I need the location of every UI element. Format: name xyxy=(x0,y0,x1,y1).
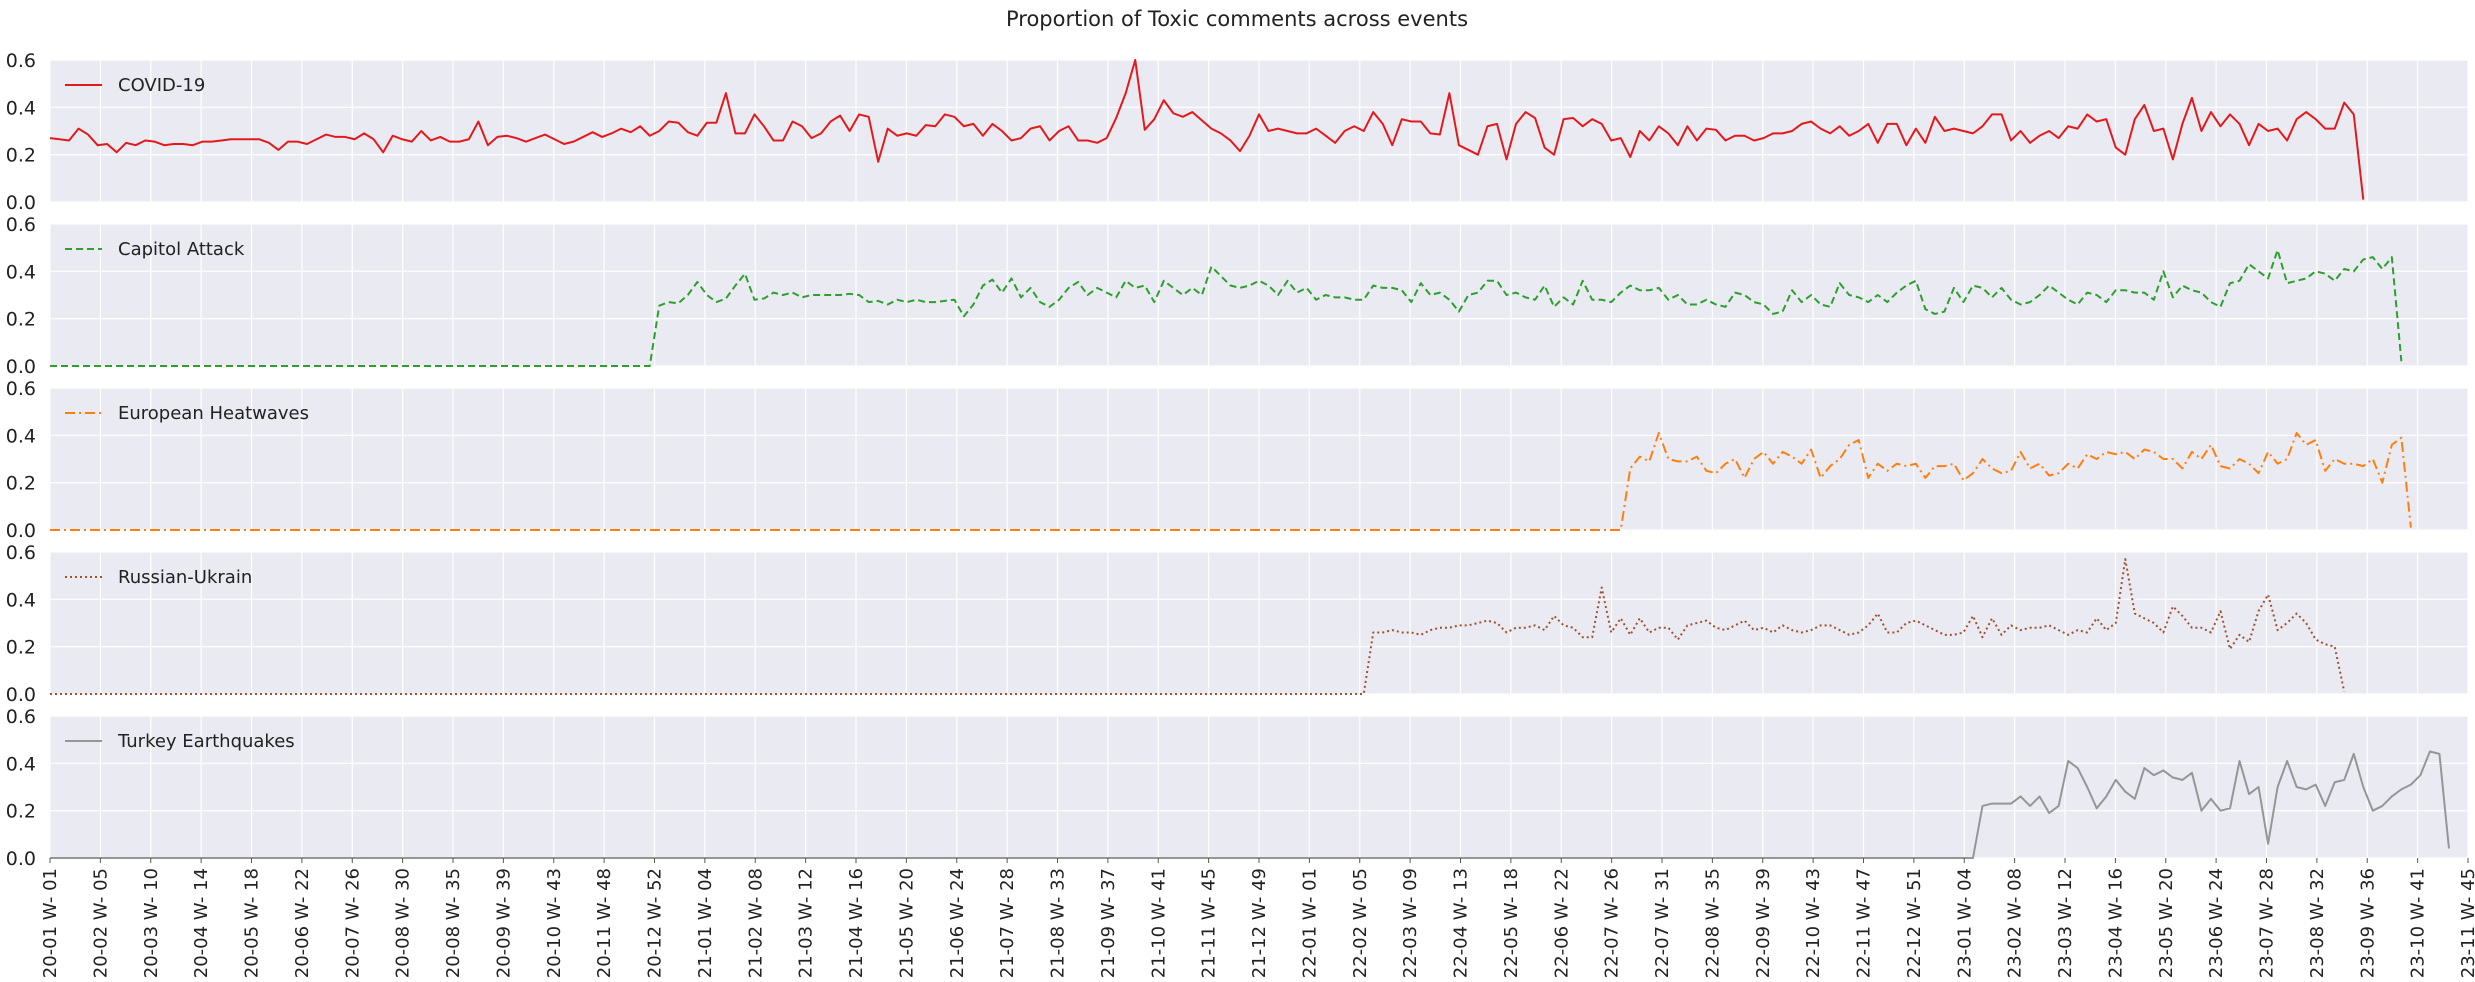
x-tick-label: 23-03 W- 12 xyxy=(2055,868,2076,978)
x-tick-label: 22-07 W- 31 xyxy=(1652,868,1673,978)
series-line xyxy=(50,431,2412,531)
y-tick-label: 0.0 xyxy=(6,356,36,378)
x-tick-label: 23-08 W- 32 xyxy=(2307,868,2328,978)
x-tick-label: 20-11 W- 48 xyxy=(594,868,615,978)
y-tick-label: 0.2 xyxy=(6,145,36,167)
x-tick-label: 20-06 W- 22 xyxy=(292,868,313,978)
x-tick-label: 23-01 W- 04 xyxy=(1954,868,1975,978)
legend-label: Capitol Attack xyxy=(118,239,245,260)
y-tick-label: 0.6 xyxy=(6,378,36,400)
x-tick-label: 20-03 W- 10 xyxy=(141,868,162,978)
x-tick-label: 21-07 W- 28 xyxy=(997,868,1018,978)
x-tick-label: 23-02 W- 08 xyxy=(2005,868,2026,978)
y-tick-label: 0.4 xyxy=(6,97,36,119)
y-tick-label: 0.0 xyxy=(6,848,36,870)
y-tick-label: 0.6 xyxy=(6,542,36,564)
x-tick-label: 22-10 W- 43 xyxy=(1803,868,1824,978)
series-line xyxy=(50,249,2403,367)
x-tick-label: 22-01 W- 01 xyxy=(1299,868,1320,978)
panel-4: 0.0 0.2 0.4 0.6 Turkey Earthquakes xyxy=(6,706,2469,870)
y-tick-label: 0.4 xyxy=(6,425,36,447)
legend: Turkey Earthquakes xyxy=(65,731,295,752)
x-tick-label: 21-04 W- 16 xyxy=(846,868,867,978)
x-tick-label: 21-10 W- 41 xyxy=(1148,868,1169,978)
legend: Russian-Ukrain xyxy=(65,567,252,588)
legend-label: European Heatwaves xyxy=(118,403,309,424)
x-tick-label: 20-12 W- 52 xyxy=(645,868,666,978)
x-tick-label: 20-04 W- 14 xyxy=(191,868,212,978)
x-tick-label: 22-04 W- 13 xyxy=(1451,868,1472,978)
legend: COVID-19 xyxy=(65,75,205,96)
x-tick-label: 20-09 W- 39 xyxy=(493,868,514,978)
panel-3: 0.0 0.2 0.4 0.6 Russian-Ukrain xyxy=(6,542,2469,706)
x-tick-label: 21-11 W- 45 xyxy=(1199,868,1220,978)
y-tick-label: 0.0 xyxy=(6,684,36,706)
y-tick-label: 0.2 xyxy=(6,309,36,331)
x-tick-label: 21-06 W- 24 xyxy=(947,868,968,978)
series-line xyxy=(50,750,2450,859)
x-tick-label: 21-05 W- 20 xyxy=(896,868,917,978)
x-tick-label: 21-02 W- 08 xyxy=(745,868,766,978)
series-line xyxy=(49,59,2365,200)
y-tick-label: 0.0 xyxy=(6,192,36,214)
x-tick-label: 23-07 W- 28 xyxy=(2257,868,2278,978)
chart-panels: 0.0 0.2 0.4 0.6 COVID-19 0.0 0.2 0.4 0.6 Capitol … xyxy=(6,50,2469,870)
x-tick-label: 21-03 W- 12 xyxy=(796,868,817,978)
panel-0: 0.0 0.2 0.4 0.6 COVID-19 xyxy=(6,50,2469,214)
x-tick-label: 22-12 W- 51 xyxy=(1904,868,1925,978)
x-tick-label: 20-01 W- 01 xyxy=(40,868,61,978)
x-tick-label: 23-04 W- 16 xyxy=(2105,868,2126,978)
x-tick-label: 20-08 W- 30 xyxy=(393,868,414,978)
panel-2: 0.0 0.2 0.4 0.6 European Heatwaves xyxy=(6,378,2469,542)
x-tick-label: 20-10 W- 43 xyxy=(544,868,565,978)
panel-1: 0.0 0.2 0.4 0.6 Capitol Attack xyxy=(6,214,2469,378)
x-tick-label: 22-08 W- 35 xyxy=(1702,868,1723,978)
x-tick-label: 22-02 W- 05 xyxy=(1350,868,1371,978)
x-tick-label: 21-12 W- 49 xyxy=(1249,868,1270,978)
y-tick-label: 0.6 xyxy=(6,706,36,728)
y-tick-label: 0.4 xyxy=(6,753,36,775)
legend-label: Russian-Ukrain xyxy=(118,567,252,588)
chart-title: Proportion of Toxic comments across even… xyxy=(1006,7,1468,31)
y-tick-label: 0.4 xyxy=(6,589,36,611)
x-tick-label: 22-05 W- 18 xyxy=(1501,868,1522,978)
x-tick-label: 20-02 W- 05 xyxy=(90,868,111,978)
x-tick-label: 23-11 W- 45 xyxy=(2458,868,2475,978)
x-tick-label: 22-11 W- 47 xyxy=(1854,868,1875,978)
x-tick-label: 22-06 W- 22 xyxy=(1551,868,1572,978)
legend: European Heatwaves xyxy=(65,403,309,424)
x-tick-label: 23-06 W- 24 xyxy=(2206,868,2227,978)
x-tick-label: 22-09 W- 39 xyxy=(1753,868,1774,978)
x-tick-label: 23-09 W- 36 xyxy=(2357,868,2378,978)
legend: Capitol Attack xyxy=(65,239,245,260)
y-tick-label: 0.2 xyxy=(6,637,36,659)
x-tick-label: 22-03 W- 09 xyxy=(1400,868,1421,978)
y-tick-label: 0.0 xyxy=(6,520,36,542)
x-tick-label: 23-05 W- 20 xyxy=(2156,868,2177,978)
x-axis: 20-01 W- 01 20-02 W- 05 20-03 W- 10 20-04 W… xyxy=(40,858,2475,978)
x-tick-label: 21-08 W- 33 xyxy=(1048,868,1069,978)
y-tick-label: 0.6 xyxy=(6,214,36,236)
y-tick-label: 0.2 xyxy=(6,801,36,823)
x-tick-label: 22-07 W- 26 xyxy=(1602,868,1623,978)
legend-label: COVID-19 xyxy=(118,75,205,96)
y-tick-label: 0.6 xyxy=(6,50,36,72)
x-tick-label: 21-09 W- 37 xyxy=(1098,868,1119,978)
x-tick-label: 23-10 W- 41 xyxy=(2408,868,2429,978)
legend-label: Turkey Earthquakes xyxy=(117,731,295,752)
x-tick-label: 21-01 W- 04 xyxy=(695,868,716,978)
y-tick-label: 0.2 xyxy=(6,473,36,495)
x-tick-label: 20-07 W- 26 xyxy=(342,868,363,978)
x-tick-label: 20-05 W- 18 xyxy=(242,868,263,978)
y-tick-label: 0.4 xyxy=(6,261,36,283)
x-tick-label: 20-08 W- 35 xyxy=(443,868,464,978)
